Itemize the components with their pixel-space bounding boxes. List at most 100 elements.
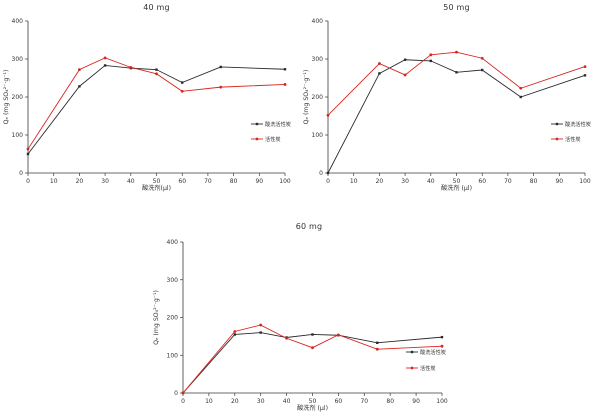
legend-marker [255,137,259,141]
series-marker [78,68,81,72]
x-tick-label: 70 [204,178,212,185]
x-tick-label: 10 [350,178,358,185]
chart-50mg: 50 mg 0 10 20 30 40 50 60 70 80 90 100 0 100 200 300 40… [300,0,600,200]
series-line-0 [327,59,586,174]
x-tick-label: 80 [230,178,238,185]
series-marker [219,65,222,69]
y-tick-label: 400 [312,18,324,25]
chart-title-40mg: 40 mg [143,3,170,12]
x-tick-label: 70 [360,398,368,405]
series-line-1 [27,57,286,150]
legend-label: 活性炭 [565,135,581,143]
series-marker [285,336,288,340]
x-tick-label: 90 [555,178,563,185]
legend-marker [555,137,559,141]
series-marker [429,59,432,63]
x-tick-label: 20 [231,398,239,405]
legend-label: 酸洗活性炭 [565,120,591,128]
series-marker [583,65,587,68]
series-marker [311,333,314,336]
series-marker [129,65,133,69]
y-tick-label: 100 [12,132,24,139]
series-marker [311,346,314,350]
series-marker [481,68,484,72]
series-marker [233,330,237,333]
series-marker [283,83,287,86]
y-tick-label: 300 [312,56,324,63]
series-marker [480,56,484,60]
series-marker [376,341,379,344]
series-marker [378,72,381,75]
series-marker [155,68,158,71]
series-marker [429,53,433,57]
series-marker [519,86,523,90]
series-marker [519,95,522,99]
y-tick-label: 400 [167,239,179,246]
x-tick-label: 30 [101,178,109,185]
y-axis-label: Qₑ (mg SO₄²⁻·g⁻¹) [153,290,160,345]
x-tick-label: 0 [181,398,185,405]
series-marker [326,113,330,117]
series-marker [378,62,381,65]
chart-title-60mg: 60 mg [295,222,323,231]
series-marker [440,344,444,348]
x-tick-label: 0 [326,178,330,185]
series-marker [78,85,81,88]
series-marker [583,74,587,77]
series-marker [326,171,330,175]
x-tick-label: 90 [412,398,420,405]
x-tick-label: 30 [257,398,265,405]
x-tick-label: 50 [453,178,461,185]
chart-title-50mg: 50 mg [443,3,470,12]
y-tick-label: 400 [12,18,24,25]
x-axis-label: 酸洗剂 (μl) [297,404,328,412]
chart-60mg: 60 mg 0 10 20 30 40 50 60 70 80 90 100 0 100 200 300 40… [150,210,460,416]
legend-marker [255,122,259,126]
y-tick-label: 0 [174,390,178,397]
x-tick-label: 80 [530,178,538,185]
series-marker [181,81,184,84]
series-marker [181,391,185,395]
x-tick-label: 20 [376,178,384,185]
x-tick-label: 60 [335,398,343,405]
x-tick-label: 0 [26,178,30,185]
y-tick-label: 300 [167,277,179,284]
series-marker [455,50,458,54]
series-marker [283,68,287,71]
legend-marker [410,366,414,370]
y-tick-label: 0 [19,170,23,177]
y-tick-label: 300 [12,56,24,63]
x-tick-label: 100 [279,178,291,185]
x-tick-label: 60 [478,178,486,185]
x-tick-label: 10 [205,398,213,405]
chart-plot-40mg: 0 10 20 30 40 50 60 70 80 90 100 0 100 200 300 400 酸洗剂(μ… [3,18,291,192]
series-marker [375,347,379,351]
x-axis-label: 酸洗剂(μl) [142,184,171,192]
legend-label: 酸洗活性炭 [265,120,291,128]
x-tick-label: 10 [50,178,58,185]
series-marker [337,333,340,337]
x-tick-label: 30 [401,178,409,185]
y-tick-label: 200 [167,315,179,322]
series-marker [219,85,223,89]
x-tick-label: 50 [309,398,317,405]
x-tick-label: 40 [127,178,135,185]
legend-label: 酸洗活性炭 [420,348,446,356]
series-marker [403,58,407,61]
x-tick-label: 60 [178,178,186,185]
series-marker [455,71,458,74]
series-marker [259,323,263,327]
x-tick-label: 40 [427,178,435,185]
series-marker [26,147,30,151]
y-axis-label: Qₑ (mg SO₄²⁻·g⁻¹) [3,70,10,125]
chart-plot-50mg: 0 10 20 30 40 50 60 70 80 90 100 0 100 200 300 400 酸洗剂 (… [303,18,591,192]
y-tick-label: 200 [312,94,324,101]
chart-plot-60mg: 0 10 20 30 40 50 60 70 80 90 100 0 100 200 300 400 酸洗剂 (… [153,239,448,412]
chart-40mg: 40 mg 0 10 20 30 40 50 60 70 80 90 100 0 100 200 300 40… [0,0,300,200]
y-axis-label: Qₑ (mg SO₄²⁻·g⁻¹) [303,70,310,125]
series-line-0 [182,332,443,394]
series-marker [180,89,184,93]
x-tick-label: 100 [436,398,448,405]
x-tick-label: 70 [504,178,512,185]
series-line-1 [182,324,443,394]
